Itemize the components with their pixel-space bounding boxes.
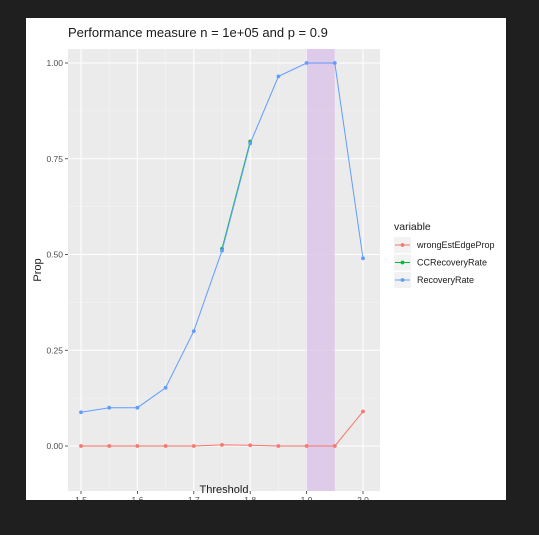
chart-title: Performance measure n = 1e+05 and p = 0.…	[68, 25, 328, 40]
legend-items: wrongEstEdgeProp CCRecoveryRate RecoveryRa…	[394, 237, 495, 288]
highlight-band	[306, 49, 335, 491]
chart-frame: Performance measure n = 1e+05 and p = 0.…	[26, 18, 506, 500]
data-point-wrongEstEdgeProp	[248, 443, 253, 448]
y-tick-label: 1.00	[46, 58, 63, 68]
y-axis-ticks: 0.00 0.25 0.50 0.75 1.00	[46, 58, 68, 451]
x-axis-ticks: 1.5 1.6 1.7 1.8 1.9 2.0	[75, 491, 369, 500]
x-tick-label: 2.0	[357, 495, 369, 500]
data-point-wrongEstEdgeProp	[304, 444, 309, 448]
x-axis-title: Threshold	[200, 484, 249, 496]
data-point-RecoveryRate	[191, 329, 196, 333]
highlight-band-layer	[306, 49, 335, 491]
data-point-wrongEstEdgeProp	[107, 444, 112, 448]
x-tick-label: 1.5	[75, 495, 87, 500]
legend-key-point	[400, 243, 405, 247]
legend-key-point	[400, 260, 405, 265]
y-axis-title: Prop	[32, 258, 44, 281]
legend-item-CCRecoveryRate: CCRecoveryRate	[394, 254, 487, 271]
y-tick-label: 0.00	[46, 441, 63, 451]
series-RecoveryRate	[79, 61, 365, 415]
data-point-RecoveryRate	[163, 385, 168, 390]
data-point-RecoveryRate	[135, 405, 140, 410]
data-point-RecoveryRate	[304, 61, 309, 65]
x-tick-label: 1.9	[301, 495, 313, 500]
series-layer	[79, 61, 365, 448]
data-point-wrongEstEdgeProp	[135, 444, 140, 448]
legend-label: wrongEstEdgeProp	[416, 240, 495, 250]
data-point-RecoveryRate	[248, 141, 253, 146]
legend-item-RecoveryRate: RecoveryRate	[394, 272, 474, 288]
data-point-RecoveryRate	[220, 248, 224, 253]
data-point-RecoveryRate	[361, 256, 365, 261]
y-tick-label: 0.25	[46, 345, 63, 355]
x-tick-label: 1.8	[244, 495, 256, 500]
data-point-wrongEstEdgeProp	[361, 409, 365, 414]
legend-item-wrongEstEdgeProp: wrongEstEdgeProp	[394, 237, 495, 253]
data-point-wrongEstEdgeProp	[332, 444, 337, 448]
y-tick-label: 0.75	[46, 154, 63, 164]
data-point-wrongEstEdgeProp	[163, 444, 168, 448]
data-point-RecoveryRate	[79, 410, 83, 415]
series-wrongEstEdgeProp	[79, 409, 365, 448]
legend-key-point	[400, 278, 405, 282]
x-tick-label: 1.7	[188, 495, 200, 500]
data-point-wrongEstEdgeProp	[276, 444, 281, 448]
legend-label: CCRecoveryRate	[417, 258, 487, 268]
data-point-RecoveryRate	[107, 405, 112, 410]
data-point-RecoveryRate	[332, 61, 337, 65]
data-point-wrongEstEdgeProp	[191, 444, 196, 448]
line-chart: Performance measure n = 1e+05 and p = 0.…	[32, 25, 495, 500]
legend-label: RecoveryRate	[417, 275, 474, 285]
data-point-RecoveryRate	[276, 74, 281, 79]
legend: variable wrongEstEdgeProp CCRecoveryRate R…	[394, 221, 495, 288]
data-point-wrongEstEdgeProp	[220, 442, 224, 447]
y-tick-label: 0.50	[46, 250, 63, 260]
x-tick-label: 1.6	[131, 495, 143, 500]
data-point-wrongEstEdgeProp	[79, 444, 83, 448]
legend-title: variable	[394, 221, 431, 233]
